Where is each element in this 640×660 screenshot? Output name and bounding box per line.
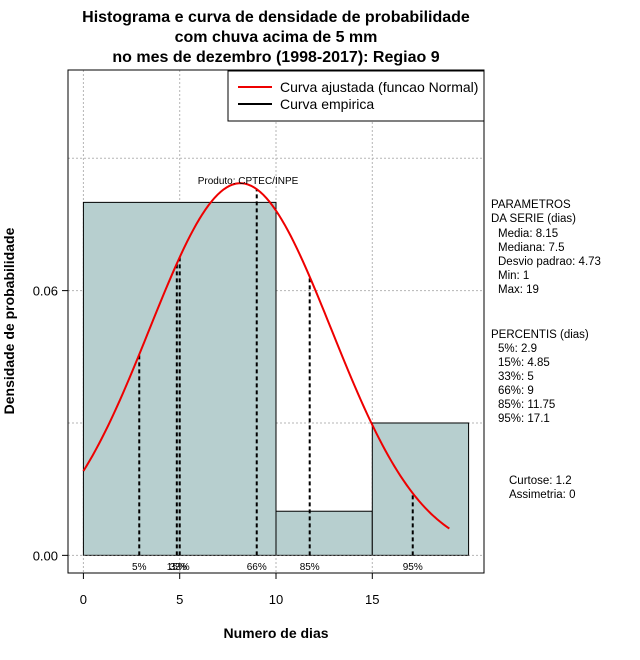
param-mediana: Mediana: 7.5 [498, 242, 565, 254]
percentil-95: 95%: 17.1 [498, 413, 550, 425]
percentil-5: 5%: 2.9 [498, 343, 537, 355]
percentile-lines: 5% 15%33% 66% 85% 95% [132, 189, 423, 573]
percentile-label-4: 85% [300, 562, 320, 573]
percentis-title: PERCENTIS (dias) [491, 329, 589, 341]
percentil-33: 33%: 5 [498, 371, 534, 383]
legend-label-empirical: Curva empirica [280, 96, 374, 112]
histogram-bar-2 [371, 422, 470, 556]
normal-curve [82, 182, 450, 530]
credit-text: Produto: CPTEC/INPE [198, 176, 299, 187]
x-tick-label-0: 0 [80, 592, 87, 607]
curtose: Curtose: 1.2 [509, 475, 572, 487]
y-tick-label-0: 0.00 [33, 548, 58, 563]
assimetria: Assimetria: 0 [509, 489, 575, 501]
legend: Curva ajustada (funcao Normal) Curva emp… [227, 70, 485, 122]
y-tick-label-1: 0.06 [33, 284, 58, 299]
params-title-line-1: PARAMETROS [491, 199, 571, 211]
param-desvio: Desvio padrao: 4.73 [498, 256, 601, 268]
chart-title-line-3: no mes de dezembro (1998-2017): Regiao 9 [112, 49, 439, 66]
legend-label-fitted: Curva ajustada (funcao Normal) [280, 79, 478, 95]
histogram-bars [82, 201, 470, 556]
y-axis-label: Densidade de probabilidade [1, 227, 17, 414]
legend-box [227, 70, 485, 122]
chart-title-line-1: Histograma e curva de densidade de proba… [82, 9, 470, 26]
percentile-label-1: 15% [167, 562, 187, 573]
percentile-label-2: 33% [170, 562, 190, 573]
percentile-label-0: 5% [132, 562, 147, 573]
param-media: Media: 8.15 [498, 228, 558, 240]
x-tick-label-3: 15 [365, 592, 379, 607]
percentil-66: 66%: 9 [498, 385, 534, 397]
params-title-line-2: DA SERIE (dias) [491, 213, 576, 225]
normal-curve-line [82, 182, 450, 530]
axes: 0 5 10 15 0.00 0.06 [33, 284, 380, 607]
percentile-label-5: 95% [403, 562, 423, 573]
param-min: Min: 1 [498, 270, 529, 282]
histogram-bar-1 [275, 510, 373, 556]
side-panel: PARAMETROS DA SERIE (dias) Media: 8.15 M… [491, 199, 601, 501]
percentile-label-3: 66% [247, 562, 267, 573]
percentil-85: 85%: 11.75 [498, 399, 555, 411]
percentil-15: 15%: 4.85 [498, 357, 550, 369]
chart-title-line-2: com chuva acima de 5 mm [175, 29, 378, 46]
x-tick-label-2: 10 [269, 592, 283, 607]
param-max: Max: 19 [498, 284, 539, 296]
x-tick-label-1: 5 [176, 592, 183, 607]
x-axis-label: Numero de dias [223, 625, 328, 641]
